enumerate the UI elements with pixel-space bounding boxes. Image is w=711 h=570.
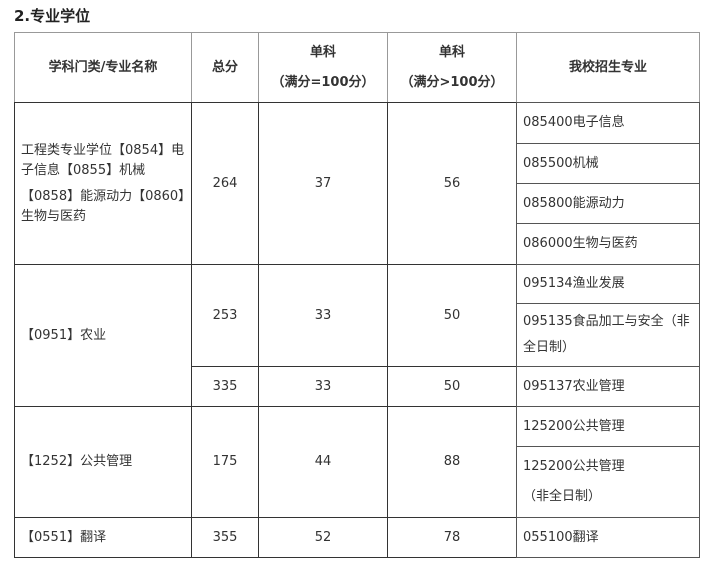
header-single1-note: （满分=100分） xyxy=(271,74,375,90)
row-total: 335 xyxy=(191,366,259,407)
row-name: 工程类专业学位【0854】电子信息【0855】机械 【0858】能源动力【0860… xyxy=(14,102,192,265)
header-name-label: 学科门类/专业名称 xyxy=(48,59,158,75)
row-single2: 50 xyxy=(387,366,517,407)
major-cell: 086000生物与医药 xyxy=(516,223,700,265)
row-name: 【1252】公共管理 xyxy=(14,406,192,518)
header-single2-note: （满分>100分） xyxy=(400,74,504,90)
major-cell: 095135食品加工与安全（非全日制） xyxy=(516,303,700,367)
header-majors-label: 我校招生专业 xyxy=(568,59,647,75)
header-total-label: 总分 xyxy=(211,59,238,75)
row-single2: 78 xyxy=(387,517,517,558)
row-single1: 33 xyxy=(258,264,388,367)
row-single2: 50 xyxy=(387,264,517,367)
major-line-note: （非全日制） xyxy=(523,489,602,504)
major-cell: 125200公共管理 xyxy=(516,406,700,447)
major-cell: 095137农业管理 xyxy=(516,366,700,407)
major-line: 125200公共管理 xyxy=(523,459,625,474)
row-single1: 37 xyxy=(258,102,388,265)
row-total: 175 xyxy=(191,406,259,518)
row-single1: 44 xyxy=(258,406,388,518)
major-cell: 055100翻译 xyxy=(516,517,700,558)
header-majors: 我校招生专业 xyxy=(516,32,700,103)
major-cell: 125200公共管理 （非全日制） xyxy=(516,446,700,518)
major-cell: 085800能源动力 xyxy=(516,183,700,224)
header-name: 学科门类/专业名称 xyxy=(14,32,192,103)
header-single2-label: 单科 xyxy=(438,44,465,60)
row-total: 264 xyxy=(191,102,259,265)
section-title: 2.专业学位 xyxy=(14,7,91,25)
header-single2: 单科 （满分>100分） xyxy=(387,32,517,103)
row-name-line2: 【0858】能源动力【0860】生物与医药 xyxy=(21,188,185,224)
row-total: 355 xyxy=(191,517,259,558)
row-single1: 52 xyxy=(258,517,388,558)
major-cell: 095134渔业发展 xyxy=(516,264,700,304)
header-single1: 单科 （满分=100分） xyxy=(258,32,388,103)
row-name-line1: 工程类专业学位【0854】电子信息【0855】机械 xyxy=(21,142,185,178)
row-single1: 33 xyxy=(258,366,388,407)
header-single1-label: 单科 xyxy=(309,44,336,60)
row-single2: 88 xyxy=(387,406,517,518)
row-total: 253 xyxy=(191,264,259,367)
header-total: 总分 xyxy=(191,32,259,103)
row-name: 【0551】翻译 xyxy=(14,517,192,558)
row-name: 【0951】农业 xyxy=(14,264,192,407)
row-single2: 56 xyxy=(387,102,517,265)
major-cell: 085500机械 xyxy=(516,143,700,184)
major-cell: 085400电子信息 xyxy=(516,102,700,144)
